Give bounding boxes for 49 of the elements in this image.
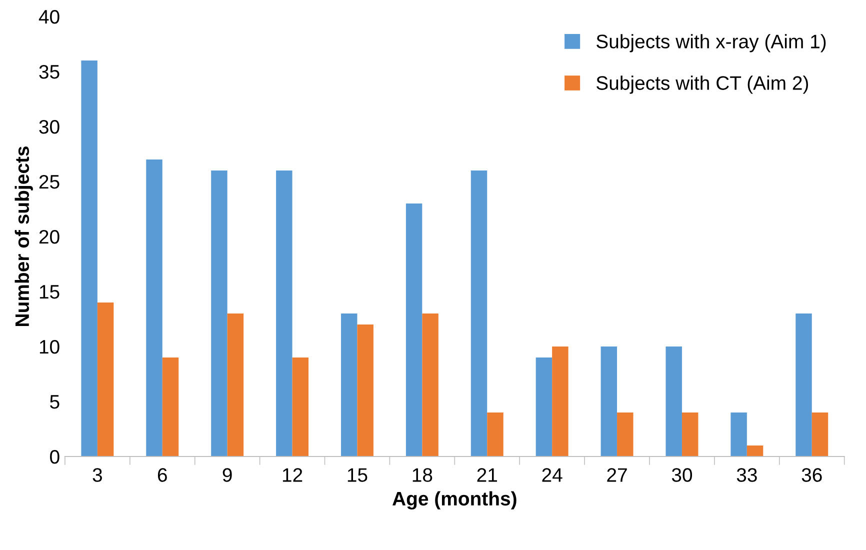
bar: [162, 358, 179, 456]
x-tick-label: 15: [348, 468, 368, 482]
bar: [406, 204, 422, 456]
x-axis-title: Age (months): [392, 491, 516, 510]
bar: [422, 314, 438, 456]
bar: [617, 412, 634, 456]
y-tick-label: 40: [38, 10, 60, 24]
bar: [682, 412, 698, 456]
x-tick-label: 24: [542, 468, 562, 482]
x-tick-label: 36: [802, 468, 822, 482]
bar: [552, 346, 568, 456]
bar: [276, 170, 292, 456]
bar: [730, 412, 747, 456]
bar: [470, 170, 488, 456]
bar: [211, 170, 228, 456]
bar: [487, 412, 504, 456]
y-tick-label: 10: [40, 340, 60, 354]
bar: [340, 314, 358, 456]
x-tick-label: 3: [92, 468, 102, 482]
y-tick-label: 5: [50, 395, 60, 409]
x-tick-label: 30: [672, 468, 692, 482]
bar: [812, 412, 828, 456]
y-tick-label: 0: [50, 450, 60, 464]
y-tick-label: 30: [39, 120, 60, 134]
bar: [81, 60, 98, 456]
legend-label: Subjects with CT (Aim 2): [596, 76, 808, 94]
x-tick-label: 6: [158, 468, 167, 482]
y-tick-label: 35: [39, 64, 60, 79]
bar: [796, 314, 812, 456]
bar: [746, 446, 764, 456]
bar: [600, 346, 618, 456]
bar: [146, 160, 162, 456]
bar: [357, 324, 374, 456]
y-tick-label: 15: [40, 285, 60, 299]
y-axis-title: Number of subjects: [14, 146, 33, 326]
bar: [536, 358, 552, 456]
bar: [666, 346, 682, 456]
x-tick-label: 21: [477, 468, 497, 482]
y-tick-label: 20: [39, 230, 60, 244]
y-tick-label: 25: [39, 174, 60, 189]
bar: [292, 358, 309, 456]
bar: [227, 314, 244, 456]
x-tick-label: 18: [412, 468, 432, 482]
x-tick-label: 12: [282, 468, 302, 482]
x-tick-label: 33: [736, 468, 757, 482]
bar: [97, 302, 114, 456]
x-tick-label: 27: [607, 468, 627, 482]
x-tick-label: 9: [222, 468, 232, 482]
legend-label: Subjects with x-ray (Aim 1): [596, 34, 826, 52]
